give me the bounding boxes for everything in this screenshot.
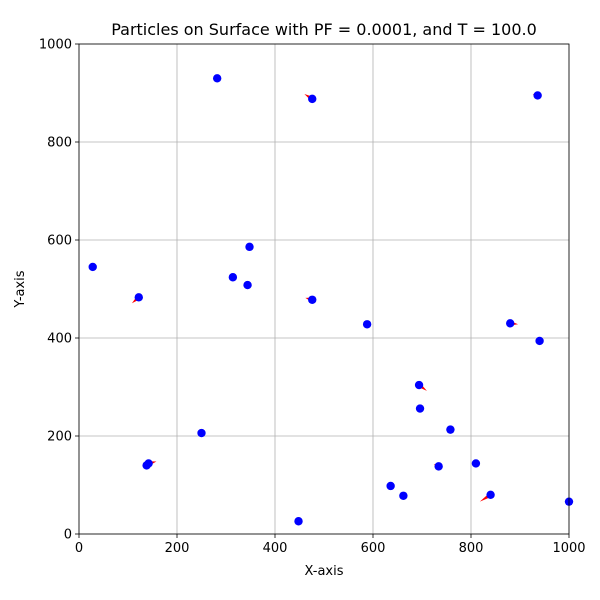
particle-point	[533, 91, 542, 100]
particle-point	[434, 462, 443, 471]
data-points	[88, 74, 574, 526]
chart-title: Particles on Surface with PF = 0.0001, a…	[111, 20, 537, 39]
y-tick-label: 0	[64, 528, 72, 543]
x-axis-label: X-axis	[305, 564, 344, 579]
y-tick-label: 600	[47, 234, 72, 249]
particle-point	[399, 491, 408, 500]
particle-point	[294, 517, 303, 526]
particle-point	[197, 428, 206, 438]
x-tick-label: 400	[263, 541, 288, 556]
particle-point	[245, 242, 254, 252]
x-tick-label: 600	[361, 541, 386, 556]
particle-point	[362, 320, 372, 329]
particle-point	[486, 490, 495, 499]
particle-point	[535, 336, 544, 346]
particle-point	[471, 459, 481, 468]
y-tick-label: 400	[47, 332, 72, 347]
y-tick-label: 800	[47, 136, 72, 151]
x-tick-label: 1000	[552, 541, 585, 556]
particle-point	[134, 293, 143, 302]
x-tick-label: 200	[165, 541, 190, 556]
particle-point	[446, 425, 455, 434]
axis-ticks: 0 200 400 600 800 1000 0 200 400 600 800 1000	[39, 38, 586, 557]
plot-frame	[78, 43, 570, 535]
particle-point	[243, 280, 252, 290]
x-tick-label: 0	[75, 541, 83, 556]
particle-point	[144, 459, 153, 468]
particle-point	[308, 295, 317, 304]
particle-point	[308, 94, 317, 104]
particle-point	[228, 273, 238, 282]
x-tick-label: 800	[459, 541, 484, 556]
y-axis-label: Y-axis	[13, 270, 28, 308]
particle-point	[88, 262, 97, 272]
y-tick-label: 200	[47, 430, 72, 445]
particle-point	[506, 319, 515, 328]
particle-point	[212, 74, 222, 83]
particle-point	[386, 481, 395, 491]
particle-point	[414, 380, 424, 390]
y-tick-label: 1000	[39, 38, 72, 53]
particle-point	[415, 404, 425, 413]
